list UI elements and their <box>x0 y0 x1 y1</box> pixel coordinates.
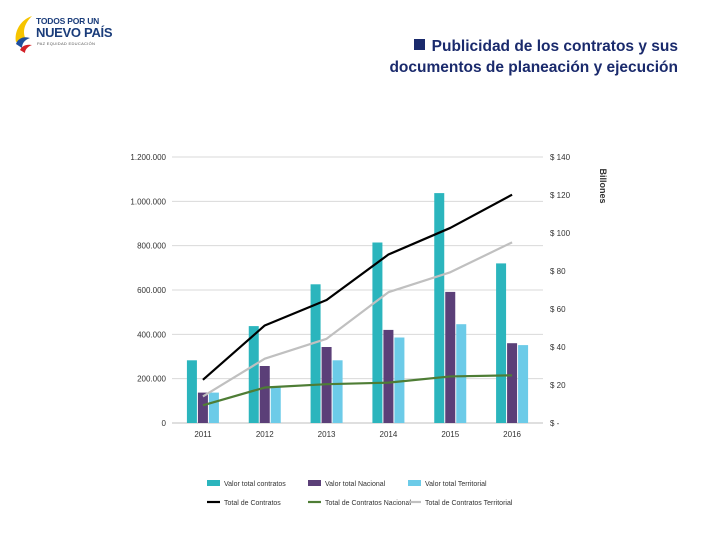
y2-tick-label: $ 100 <box>550 229 571 238</box>
legend-label: Valor total Nacional <box>325 481 386 488</box>
bar <box>332 360 343 423</box>
legend-label: Total de Contratos Nacional <box>325 500 411 507</box>
y2-tick-label: $ - <box>550 419 560 428</box>
square-bullet-icon <box>413 39 425 50</box>
legend-swatch <box>408 480 421 486</box>
bar <box>270 386 281 423</box>
y-tick-label: 1.200.000 <box>130 153 166 162</box>
bar <box>310 284 321 423</box>
y-tick-label: 400.000 <box>137 330 166 339</box>
title-line-1: Publicidad de los contratos y sus <box>431 38 678 55</box>
x-tick-label: 2013 <box>318 430 336 439</box>
y-tick-label: 0 <box>162 419 167 428</box>
bar <box>496 263 507 423</box>
bar <box>445 291 456 423</box>
legend-swatch <box>308 480 321 486</box>
bar <box>383 329 394 423</box>
legend-label: Valor total Territorial <box>425 481 487 488</box>
y2-axis-label: Billones <box>598 168 608 203</box>
legend-label: Valor total contratos <box>224 481 286 488</box>
y2-tick-label: $ 140 <box>550 153 571 162</box>
y-tick-label: 600.000 <box>137 286 166 295</box>
x-tick-label: 2012 <box>256 430 274 439</box>
y2-tick-label: $ 120 <box>550 191 571 200</box>
series-line <box>202 193 513 381</box>
bar <box>518 345 529 423</box>
x-tick-label: 2014 <box>380 430 398 439</box>
series-line <box>202 241 513 398</box>
bar <box>248 326 259 423</box>
title-line-2: documentos de planeación y ejecución <box>389 59 678 76</box>
y2-tick-label: $ 20 <box>550 381 566 390</box>
y-tick-label: 1.000.000 <box>130 197 166 206</box>
legend-label: Total de Contratos Territorial <box>425 500 513 507</box>
x-tick-label: 2011 <box>194 430 212 439</box>
slide-title: Publicidad de los contratos y sus docume… <box>389 36 678 78</box>
y2-tick-label: $ 80 <box>550 267 566 276</box>
bar <box>507 343 518 423</box>
bar <box>186 360 197 423</box>
y-tick-label: 800.000 <box>137 242 166 251</box>
logo-tagline: PAZ EQUIDAD EDUCACIÓN <box>37 41 96 46</box>
y2-tick-label: $ 40 <box>550 343 566 352</box>
logo: TODOS POR UN NUEVO PAÍS PAZ EQUIDAD EDUC… <box>12 14 132 62</box>
series-line <box>202 374 513 407</box>
y2-tick-label: $ 60 <box>550 305 566 314</box>
bar <box>208 392 219 423</box>
legend-swatch <box>207 480 220 486</box>
legend-label: Total de Contratos <box>224 500 281 507</box>
x-tick-label: 2016 <box>503 430 521 439</box>
bar <box>372 242 383 423</box>
bar <box>394 337 405 423</box>
bar <box>197 392 208 423</box>
colombia-flag-icon <box>15 16 33 53</box>
logo-line2: NUEVO PAÍS <box>36 25 113 40</box>
x-tick-label: 2015 <box>441 430 459 439</box>
bar <box>434 193 445 423</box>
bar <box>456 324 467 423</box>
logo-line1: TODOS POR UN <box>36 16 100 26</box>
bar <box>259 366 270 423</box>
y-tick-label: 200.000 <box>137 375 166 384</box>
